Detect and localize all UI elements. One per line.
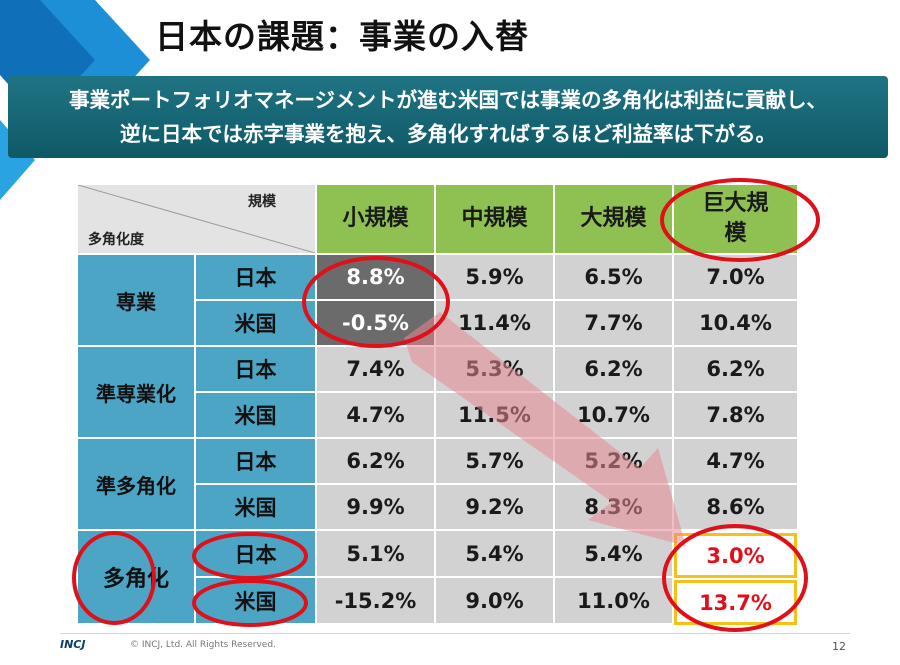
copyright-text: © INCJ, Ltd. All Rights Reserved. <box>130 640 276 650</box>
value-cell: 7.7% <box>555 301 672 345</box>
slide-title: 日本の課題：事業の入替 <box>155 17 529 56</box>
value-cell: 5.4% <box>436 531 553 576</box>
corner-diagonal <box>78 185 315 253</box>
value-cell: 7.0% <box>674 255 797 299</box>
country-label-japan: 日本 <box>196 531 315 576</box>
value-cell: 5.1% <box>317 531 434 576</box>
group-label-semi-specialized: 準専業化 <box>78 347 194 437</box>
value-cell: 10.4% <box>674 301 797 345</box>
group-label-diversified: 多角化 <box>78 531 194 623</box>
group-label-specialized: 専業 <box>78 255 194 345</box>
country-label-us: 米国 <box>196 578 315 623</box>
country-label-japan: 日本 <box>196 347 315 391</box>
value-cell: 10.7% <box>555 393 672 437</box>
highlighted-value-cell: 13.7% <box>674 580 797 625</box>
column-header-huge: 巨大規模 <box>674 185 797 253</box>
value-cell: 11.5% <box>436 393 553 437</box>
value-cell: 7.8% <box>674 393 797 437</box>
value-cell: 8.3% <box>555 485 672 529</box>
corner-label-diversification: 多角化度 <box>88 232 144 248</box>
footer-divider <box>60 633 850 634</box>
country-label-us: 米国 <box>196 393 315 437</box>
value-cell: 4.7% <box>674 439 797 483</box>
country-label-japan: 日本 <box>196 255 315 299</box>
value-cell: 11.4% <box>436 301 553 345</box>
value-cell: 5.2% <box>555 439 672 483</box>
column-header-medium: 中規模 <box>436 185 553 253</box>
column-header-large: 大規模 <box>555 185 672 253</box>
value-cell: 9.9% <box>317 485 434 529</box>
value-cell: -0.5% <box>317 301 434 345</box>
group-label-semi-diversified: 準多角化 <box>78 439 194 529</box>
page-number: 12 <box>832 640 846 653</box>
value-cell: 5.7% <box>436 439 553 483</box>
value-cell: 6.2% <box>674 347 797 391</box>
value-cell: 4.7% <box>317 393 434 437</box>
value-cell: 5.3% <box>436 347 553 391</box>
value-cell: 8.8% <box>317 255 434 299</box>
value-cell: 5.9% <box>436 255 553 299</box>
value-cell: -15.2% <box>317 578 434 623</box>
value-cell: 5.4% <box>555 531 672 576</box>
banner-line-2: 逆に日本では赤字事業を抱え、多角化すればするほど利益率は下がる。 <box>120 122 776 146</box>
value-cell: 6.2% <box>317 439 434 483</box>
highlighted-value-cell: 3.0% <box>674 533 797 578</box>
value-cell: 6.2% <box>555 347 672 391</box>
banner-line-1: 事業ポートフォリオマネージメントが進む米国では事業の多角化は利益に貢献し、 <box>68 88 828 112</box>
country-label-us: 米国 <box>196 301 315 345</box>
value-cell: 8.6% <box>674 485 797 529</box>
table-corner-cell: 規模 多角化度 <box>78 185 315 253</box>
value-cell: 11.0% <box>555 578 672 623</box>
summary-banner: 事業ポートフォリオマネージメントが進む米国では事業の多角化は利益に貢献し、 逆に… <box>8 76 888 158</box>
company-logo: INCJ <box>60 638 86 651</box>
column-header-small: 小規模 <box>317 185 434 253</box>
value-cell: 9.2% <box>436 485 553 529</box>
value-cell: 9.0% <box>436 578 553 623</box>
value-cell: 6.5% <box>555 255 672 299</box>
corner-label-scale: 規模 <box>248 194 276 210</box>
value-cell: 7.4% <box>317 347 434 391</box>
country-label-us: 米国 <box>196 485 315 529</box>
country-label-japan: 日本 <box>196 439 315 483</box>
